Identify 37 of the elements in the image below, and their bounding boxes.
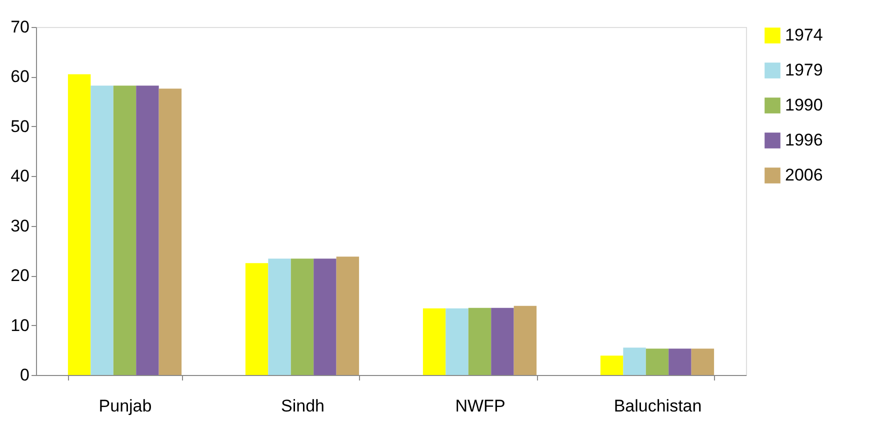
x-tick-label: Punjab — [98, 396, 152, 416]
bar — [314, 258, 336, 375]
legend-label: 1979 — [785, 60, 823, 80]
legend-label: 1990 — [785, 96, 823, 114]
y-tick-label: 30 — [10, 216, 30, 236]
x-tick-label: NWFP — [455, 396, 506, 416]
bar — [600, 356, 624, 375]
legend-label: 2006 — [785, 166, 823, 184]
legend-label: 1996 — [785, 130, 823, 150]
bar — [113, 86, 136, 375]
y-tick-label: 50 — [10, 116, 30, 136]
bar — [68, 74, 91, 375]
bar — [268, 258, 291, 375]
bar — [290, 258, 314, 375]
bar — [336, 256, 360, 375]
bar — [446, 308, 468, 375]
x-tick-label: Sindh — [281, 396, 324, 416]
bar — [422, 308, 446, 375]
bar — [691, 348, 714, 375]
y-tick-label: 40 — [10, 166, 30, 186]
y-tick-label: 20 — [10, 266, 30, 286]
bar — [668, 348, 692, 375]
x-tick-label: Baluchistan — [614, 396, 702, 416]
bar — [623, 348, 646, 375]
bar — [158, 88, 182, 375]
y-tick-label: 60 — [10, 67, 30, 86]
bar — [136, 86, 159, 375]
legend-label: 1974 — [785, 26, 823, 44]
bar — [245, 263, 268, 375]
y-tick-label: 10 — [10, 316, 30, 335]
y-tick-label: 70 — [10, 18, 30, 36]
bar — [468, 308, 492, 375]
bar — [514, 306, 537, 375]
bar — [90, 86, 114, 375]
bar — [646, 348, 669, 375]
y-tick-label: 0 — [20, 366, 30, 384]
bar — [491, 308, 514, 375]
